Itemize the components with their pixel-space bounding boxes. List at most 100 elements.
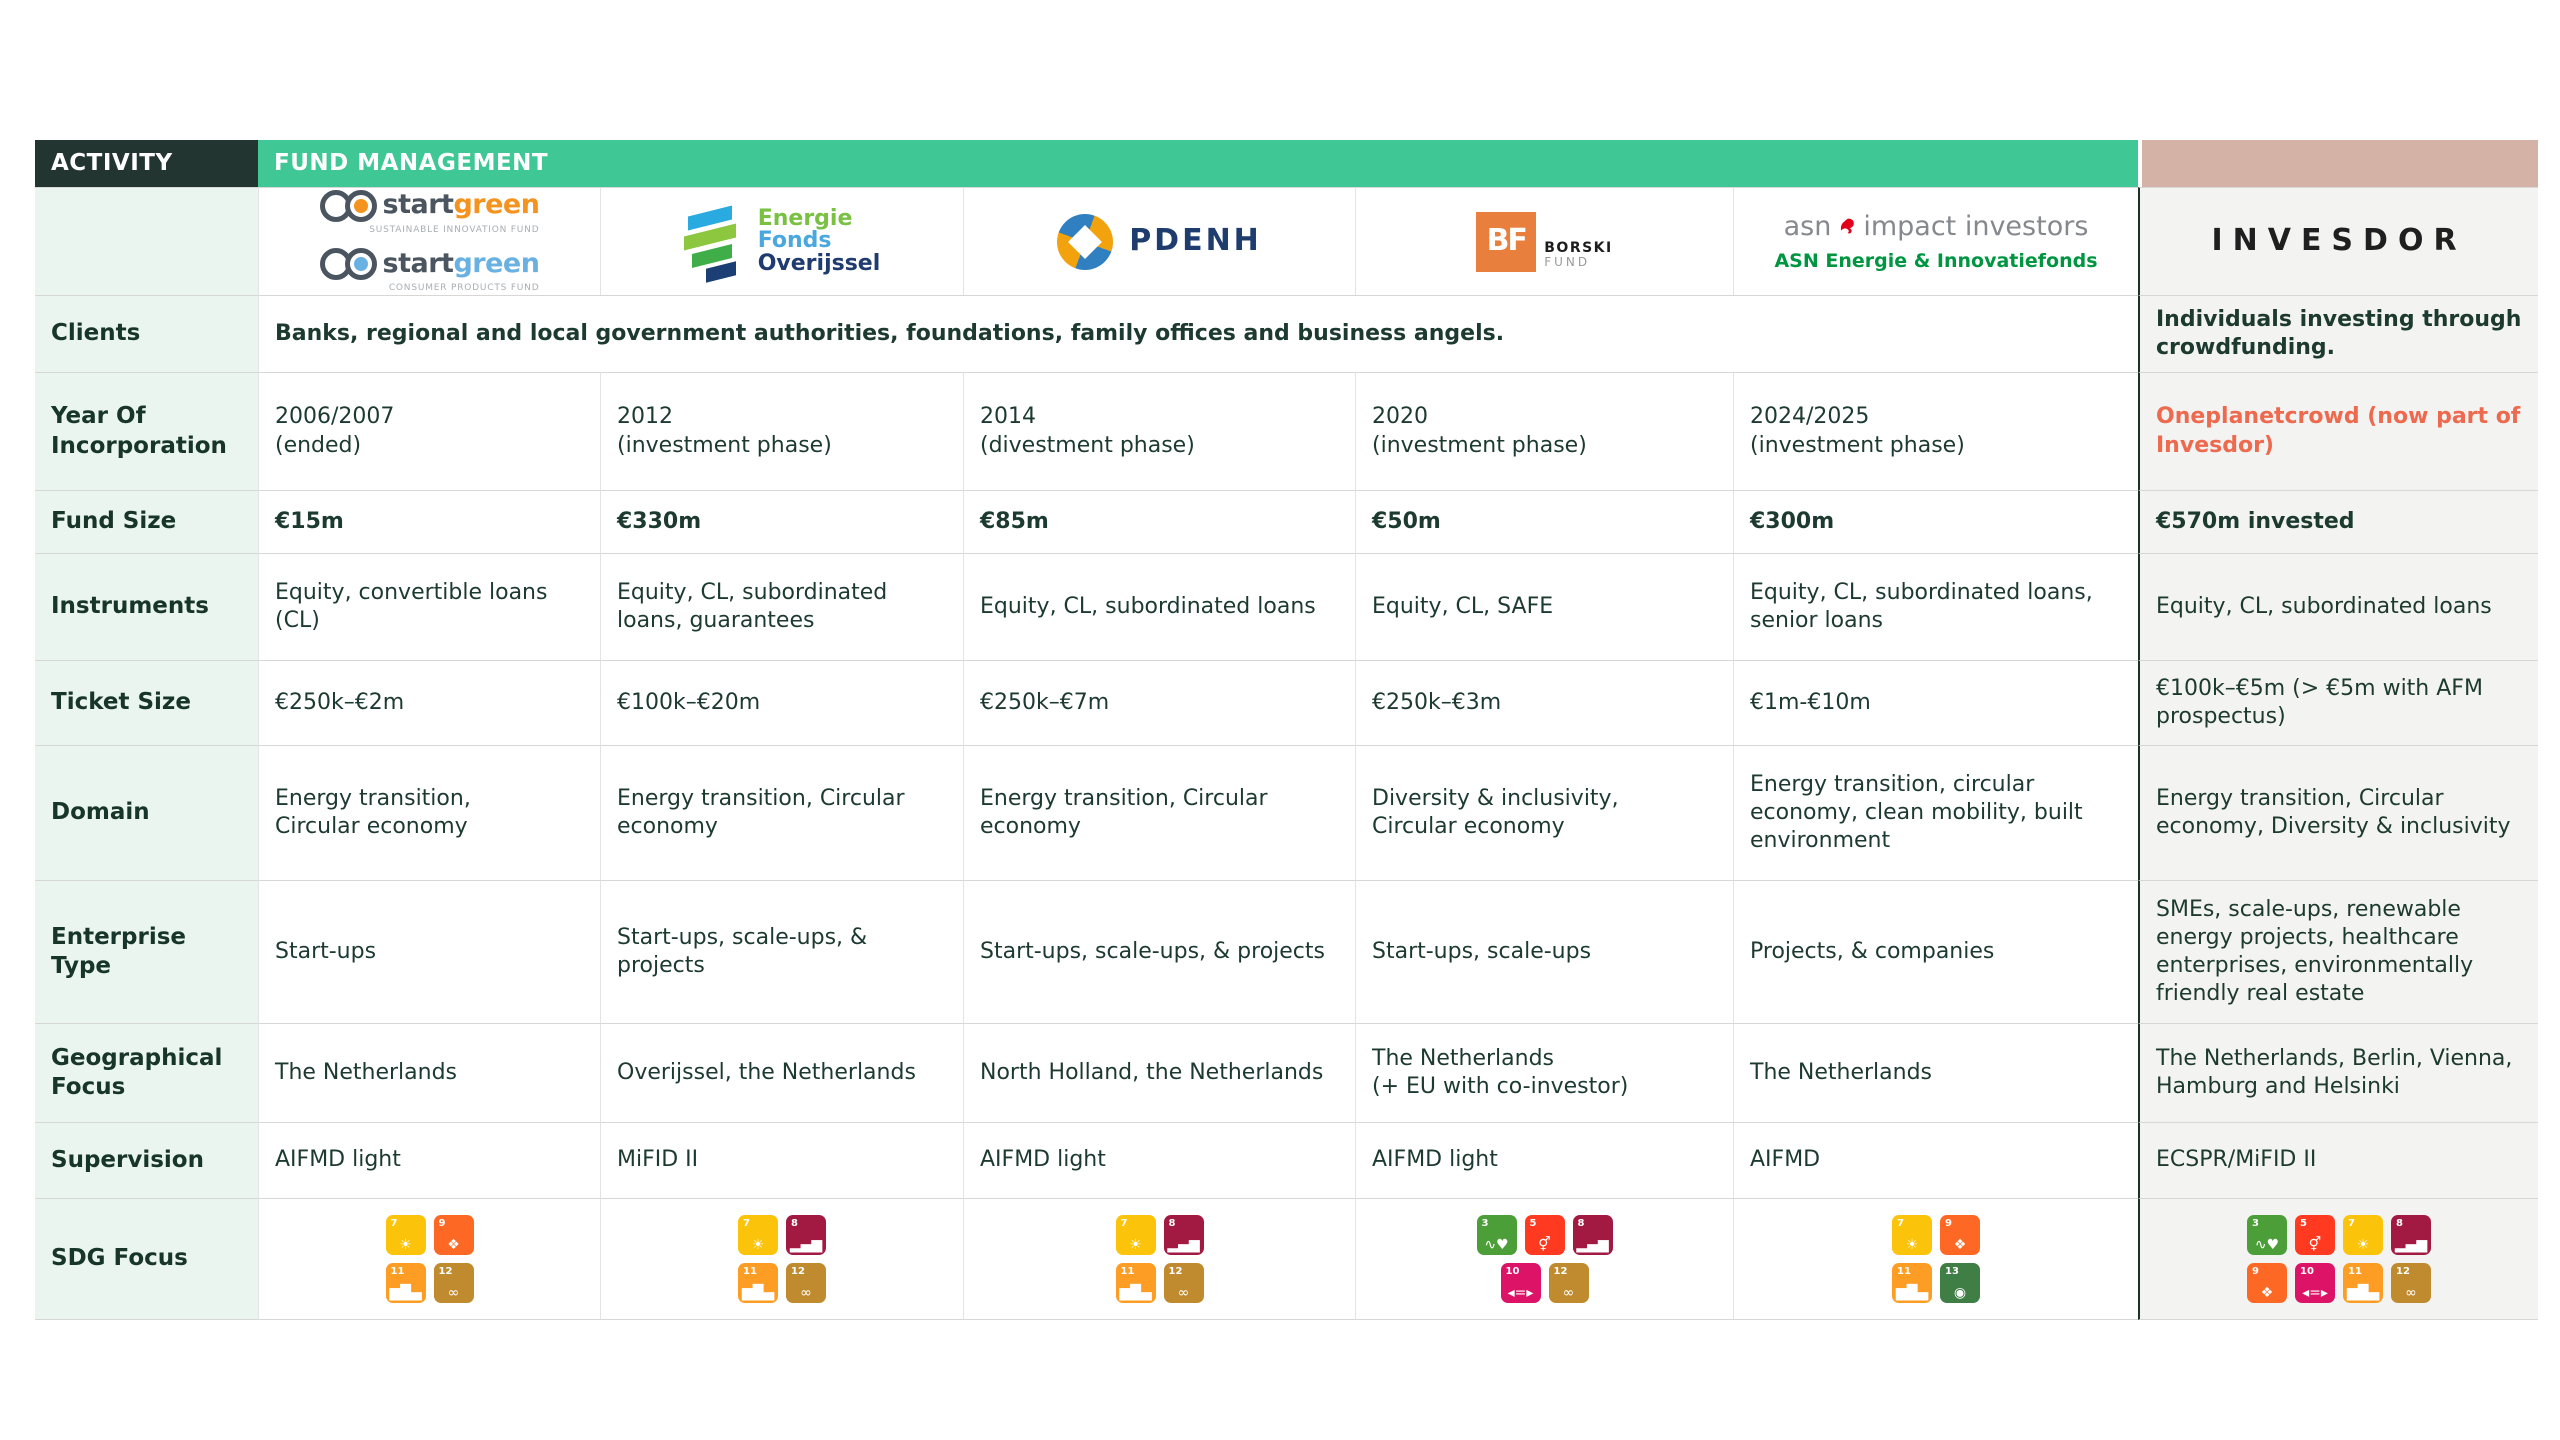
startgreen-caption-1: SUSTAINABLE INNOVATION FUND [369,224,540,235]
cell-geo-startgreen: The Netherlands [258,1023,600,1122]
sdg-11-icon: 11 ▆█▄ [1892,1263,1932,1303]
sdg-9-icon: 9 ❖ [1940,1215,1980,1255]
sdg-11-icon: 11 ▆█▄ [1115,1263,1156,1303]
sdg-8-icon: 8 ▂▄▆ [1163,1215,1204,1255]
asn-brand: asn [1783,211,1832,243]
startgreen-word-start: start [382,189,454,221]
cell-geo-invesdor: The Netherlands, Berlin, Vienna, Hamburg… [2138,1023,2538,1122]
startgreen-consumer-products-logo: startgreen CONSUMER PRODUCTS FUND [319,247,540,295]
sdg-8-icon: 8 ▂▄▆ [786,1215,826,1255]
cell-supervision-invesdor: ECSPR/MiFID II [2138,1122,2538,1198]
sdg-3-icon: 3 ∿♥ [2247,1215,2287,1255]
sdg-13-icon: 13 ◉ [1940,1263,1980,1303]
pdenh-wordmark: PDENH [1129,223,1262,259]
cell-instruments-asn: Equity, CL, subordinated loans, senior l… [1733,553,2138,660]
cell-instruments-startgreen: Equity, convertible loans (CL) [258,553,600,660]
sdg-7-icon: 7 ☀ [738,1215,778,1255]
cell-enterprise-invesdor: SMEs, scale-ups, renewable energy projec… [2138,880,2538,1023]
sdg-icon-row: 7 ☀ 8 ▂▄▆ [1115,1215,1204,1255]
logo-energiefonds-overijssel: Energie Fonds Overijssel [600,187,963,295]
sdg-icon-row: 3 ∿♥ 5 ⚥ 7 ☀ 8 ▂▄▆ [2247,1215,2431,1255]
sdg-7-icon: 7 ☀ [1115,1215,1156,1255]
pdenh-pinwheel-icon [1057,213,1114,270]
sdg-icon-row: 7 ☀ 9 ❖ [385,1215,474,1255]
cell-fund-size-borski: €50m [1355,490,1733,553]
energiefonds-word-2: Fonds [757,228,832,254]
sdg-icon-row: 7 ☀ 8 ▂▄▆ [738,1215,826,1255]
cell-enterprise-borski: Start-ups, scale-ups [1355,880,1733,1023]
cell-enterprise-energiefonds: Start-ups, scale-ups, & projects [600,880,963,1023]
cell-domain-invesdor: Energy transition, Circular economy, Div… [2138,745,2538,880]
header-invesdor-bar [2138,140,2538,187]
cell-supervision-pdenh: AIFMD light [963,1122,1355,1198]
cell-sdg-pdenh: 7 ☀ 8 ▂▄▆ 11 ▆█▄ 12 ∞ [963,1198,1355,1320]
sdg-icon-row: 11 ▆█▄ 12 ∞ [738,1263,826,1303]
sdg-12-icon: 12 ∞ [786,1263,826,1303]
sdg-icon-row: 9 ❖ 10 ◂=▸ 11 ▆█▄ 12 ∞ [2247,1263,2431,1303]
label-instruments: Instruments [35,553,258,660]
sdg-icon-row: 11 ▆█▄ 12 ∞ [1115,1263,1204,1303]
sdg-12-icon: 12 ∞ [2391,1263,2431,1303]
energiefonds-mark-icon [683,203,746,283]
sdg-9-icon: 9 ❖ [433,1215,474,1255]
sdg-12-icon: 12 ∞ [1548,1263,1589,1303]
cell-sdg-invesdor: 3 ∿♥ 5 ⚥ 7 ☀ 8 ▂▄▆ 9 ❖ 10 ◂=▸ 11 ▆█▄ 12 ∞ [2138,1198,2538,1320]
comparison-table: ACTIVITY FUND MANAGEMENT startgreen SUST… [35,140,2538,1320]
cell-geo-pdenh: North Holland, the Netherlands [963,1023,1355,1122]
cell-sdg-startgreen: 7 ☀ 9 ❖ 11 ▆█▄ 12 ∞ [258,1198,600,1320]
header-fund-management: FUND MANAGEMENT [258,140,2138,187]
sdg-3-icon: 3 ∿♥ [1476,1215,1517,1255]
startgreen-caption-2: CONSUMER PRODUCTS FUND [388,283,540,294]
sdg-icon-row: 7 ☀ 9 ❖ [1892,1215,1980,1255]
cell-fund-size-asn: €300m [1733,490,2138,553]
asn-suffix: impact investors [1863,211,2089,243]
startgreen-rings-icon [319,189,377,222]
cell-year-asn: 2024/2025 (investment phase) [1733,372,2138,490]
cell-domain-pdenh: Energy transition, Circular economy [963,745,1355,880]
label-geographical-focus: Geographical Focus [35,1023,258,1122]
sdg-5-icon: 5 ⚥ [2295,1215,2335,1255]
borski-monogram-icon: BF [1476,211,1537,272]
cell-instruments-borski: Equity, CL, SAFE [1355,553,1733,660]
sdg-12-icon: 12 ∞ [433,1263,474,1303]
startgreen-word-green: green [453,189,540,221]
cell-instruments-energiefonds: Equity, CL, subordinated loans, guarante… [600,553,963,660]
cell-instruments-invesdor: Equity, CL, subordinated loans [2138,553,2538,660]
cell-enterprise-pdenh: Start-ups, scale-ups, & projects [963,880,1355,1023]
sdg-icon-row: 11 ▆█▄ 12 ∞ [385,1263,474,1303]
cell-fund-size-invesdor: €570m invested [2138,490,2538,553]
cell-supervision-energiefonds: MiFID II [600,1122,963,1198]
sdg-7-icon: 7 ☀ [1892,1215,1932,1255]
cell-ticket-energiefonds: €100k–€20m [600,660,963,745]
cell-ticket-borski: €250k–€3m [1355,660,1733,745]
cell-year-invesdor: Oneplanetcrowd (now part of Invesdor) [2138,372,2538,490]
cell-geo-borski: The Netherlands (+ EU with co-investor) [1355,1023,1733,1122]
sdg-11-icon: 11 ▆█▄ [2343,1263,2383,1303]
energiefonds-word-1: Energie [757,205,853,231]
startgreen-word-start: start [382,247,454,279]
sdg-11-icon: 11 ▆█▄ [738,1263,778,1303]
sdg-icon-row: 10 ◂=▸ 12 ∞ [1500,1263,1589,1303]
sdg-9-icon: 9 ❖ [2247,1263,2287,1303]
sdg-8-icon: 8 ▂▄▆ [1572,1215,1613,1255]
cell-year-startgreen: 2006/2007 (ended) [258,372,600,490]
sdg-8-icon: 8 ▂▄▆ [2391,1215,2431,1255]
cell-domain-asn: Energy transition, circular economy, cle… [1733,745,2138,880]
cell-clients-shared: Banks, regional and local government aut… [258,295,2138,372]
logo-borski-fund: BF BORSKI FUND [1355,187,1733,295]
label-ticket-size: Ticket Size [35,660,258,745]
startgreen-logo-stack: startgreen SUSTAINABLE INNOVATION FUND s… [319,188,540,295]
header-activity: ACTIVITY [35,140,258,187]
cell-year-pdenh: 2014 (divestment phase) [963,372,1355,490]
sdg-10-icon: 10 ◂=▸ [2295,1263,2335,1303]
cell-ticket-asn: €1m-€10m [1733,660,2138,745]
cell-ticket-startgreen: €250k–€2m [258,660,600,745]
label-logo-row [35,187,258,295]
cell-sdg-energiefonds: 7 ☀ 8 ▂▄▆ 11 ▆█▄ 12 ∞ [600,1198,963,1320]
cell-geo-energiefonds: Overijssel, the Netherlands [600,1023,963,1122]
sdg-5-icon: 5 ⚥ [1524,1215,1565,1255]
cell-fund-size-pdenh: €85m [963,490,1355,553]
cell-sdg-asn: 7 ☀ 9 ❖ 11 ▆█▄ 13 ◉ [1733,1198,2138,1320]
label-domain: Domain [35,745,258,880]
